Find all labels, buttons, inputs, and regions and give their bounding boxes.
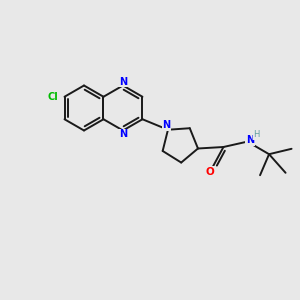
Text: N: N [162, 120, 170, 130]
Text: N: N [119, 129, 127, 140]
Text: H: H [253, 130, 260, 140]
Text: Cl: Cl [48, 92, 58, 102]
Text: N: N [246, 135, 254, 145]
Text: N: N [119, 76, 127, 87]
Text: O: O [206, 167, 214, 177]
